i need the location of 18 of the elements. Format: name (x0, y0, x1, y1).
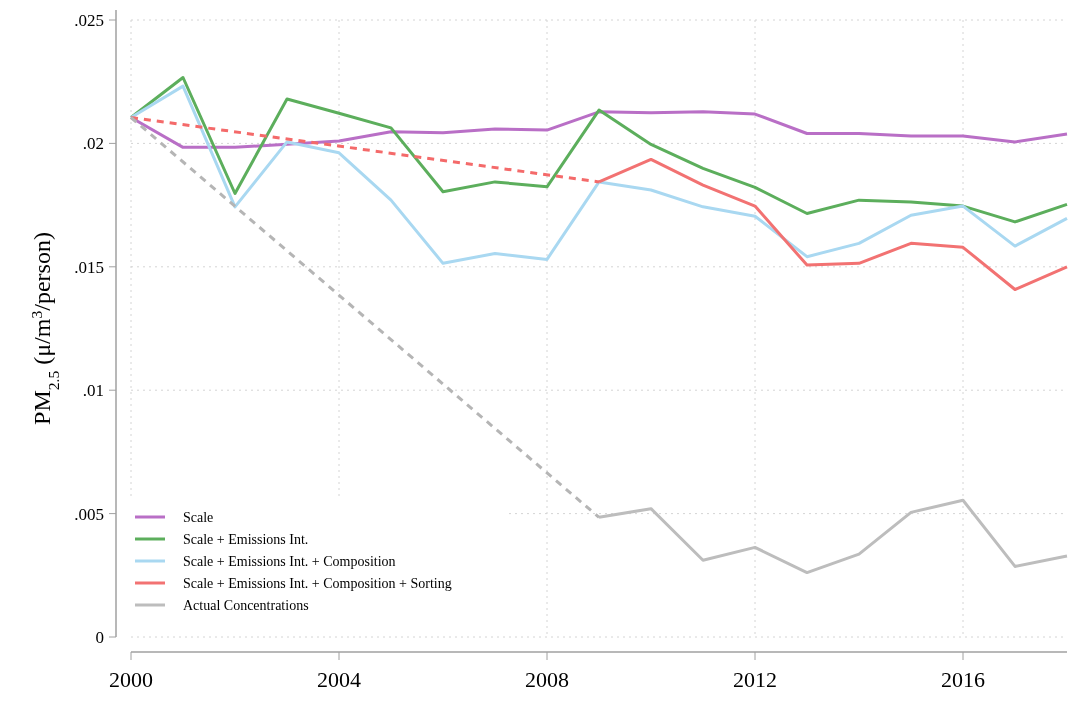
line-series (129, 84, 1069, 265)
x-tick-label: 2016 (941, 667, 985, 692)
x-tick-label: 2004 (317, 667, 361, 692)
y-tick-label: .025 (74, 10, 104, 30)
y-tick-label: 0 (95, 627, 104, 647)
legend-label: Scale (183, 509, 214, 525)
y-tick-label: .015 (74, 257, 104, 277)
legend-label: Scale + Emissions Int. + Composition (183, 553, 396, 569)
legend-label: Scale + Emissions Int. + Composition + Sorting (183, 575, 452, 591)
y-tick-label: .01 (82, 381, 104, 401)
line-series (129, 76, 1069, 224)
legend-label: Actual Concentrations (183, 597, 309, 613)
legend-label: Scale + Emissions Int. (183, 531, 309, 547)
y-tick-label: .005 (74, 504, 104, 524)
x-tick-label: 2012 (733, 667, 777, 692)
x-tick-label: 2000 (109, 667, 153, 692)
x-tick-label: 2008 (525, 667, 569, 692)
y-tick-label: .02 (82, 134, 104, 154)
